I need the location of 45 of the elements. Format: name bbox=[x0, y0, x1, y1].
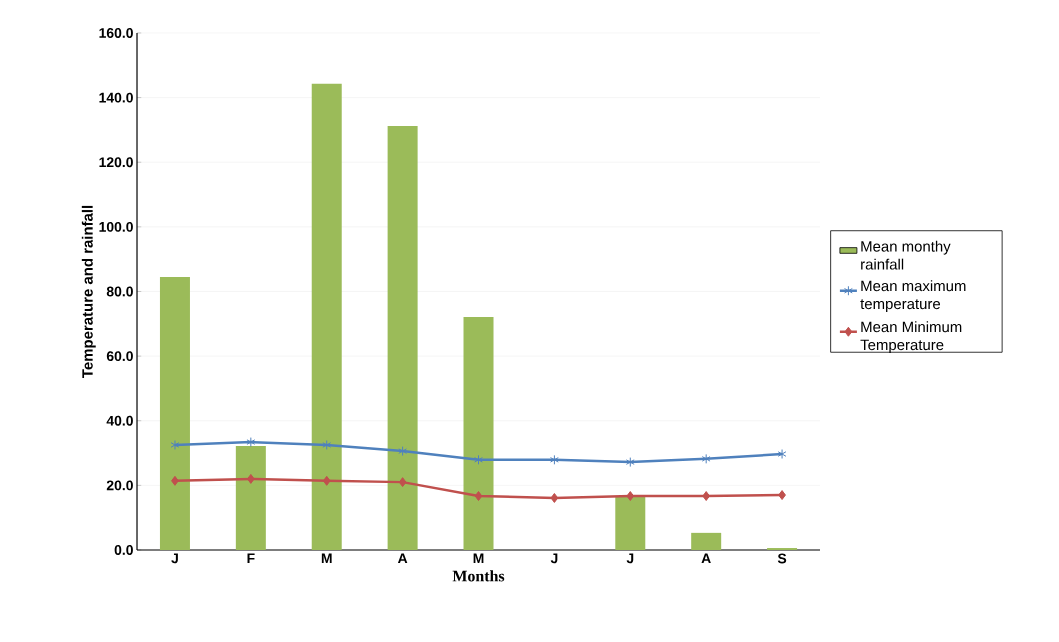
point bbox=[171, 475, 179, 486]
y-axis-title: Temperature and rainfall bbox=[81, 205, 96, 378]
x-tick-label: A bbox=[701, 553, 711, 564]
y-tick-label: 100.0 bbox=[99, 221, 133, 232]
x-tick-label: J bbox=[171, 553, 178, 564]
y-tick-label: 120.0 bbox=[99, 157, 133, 168]
bar bbox=[159, 276, 190, 550]
y-tick-label: 60.0 bbox=[106, 351, 133, 362]
x-tick-label: A bbox=[397, 553, 408, 564]
x-tick-label: J bbox=[550, 553, 558, 564]
point bbox=[474, 454, 483, 465]
point bbox=[398, 477, 407, 488]
legend-label: Mean monthy rainfall bbox=[861, 240, 951, 270]
bar bbox=[691, 532, 722, 550]
y-tick-label: 20.0 bbox=[106, 480, 133, 491]
bar bbox=[387, 126, 418, 550]
y-tick-label: 80.0 bbox=[106, 286, 133, 297]
legend-label: Mean maximum temperature bbox=[860, 280, 966, 313]
point bbox=[778, 490, 786, 501]
bar bbox=[615, 496, 646, 550]
point bbox=[625, 457, 635, 468]
x-tick-label: F bbox=[247, 553, 255, 564]
bar bbox=[235, 445, 266, 550]
point bbox=[701, 453, 711, 464]
y-tick-label: 40.0 bbox=[106, 415, 133, 426]
y-tick-label: 160.0 bbox=[99, 28, 133, 38]
point bbox=[170, 439, 180, 450]
x-tick-label: M bbox=[473, 553, 484, 564]
x-tick-label: J bbox=[626, 553, 634, 564]
point bbox=[398, 446, 407, 457]
point bbox=[550, 454, 559, 465]
point bbox=[777, 449, 787, 459]
legend-label: Mean Minimum Temperature bbox=[860, 321, 962, 354]
point bbox=[550, 492, 559, 503]
point bbox=[322, 439, 332, 450]
x-tick-label: M bbox=[321, 553, 332, 564]
x-axis-title: Months bbox=[452, 570, 505, 582]
bar bbox=[463, 317, 494, 550]
point bbox=[246, 437, 256, 448]
x-tick-label: S bbox=[777, 553, 787, 564]
bar bbox=[311, 83, 342, 550]
point bbox=[474, 491, 483, 502]
y-tick-label: 140.0 bbox=[99, 92, 133, 103]
y-tick-label: 0.0 bbox=[114, 545, 133, 555]
point bbox=[322, 475, 331, 486]
